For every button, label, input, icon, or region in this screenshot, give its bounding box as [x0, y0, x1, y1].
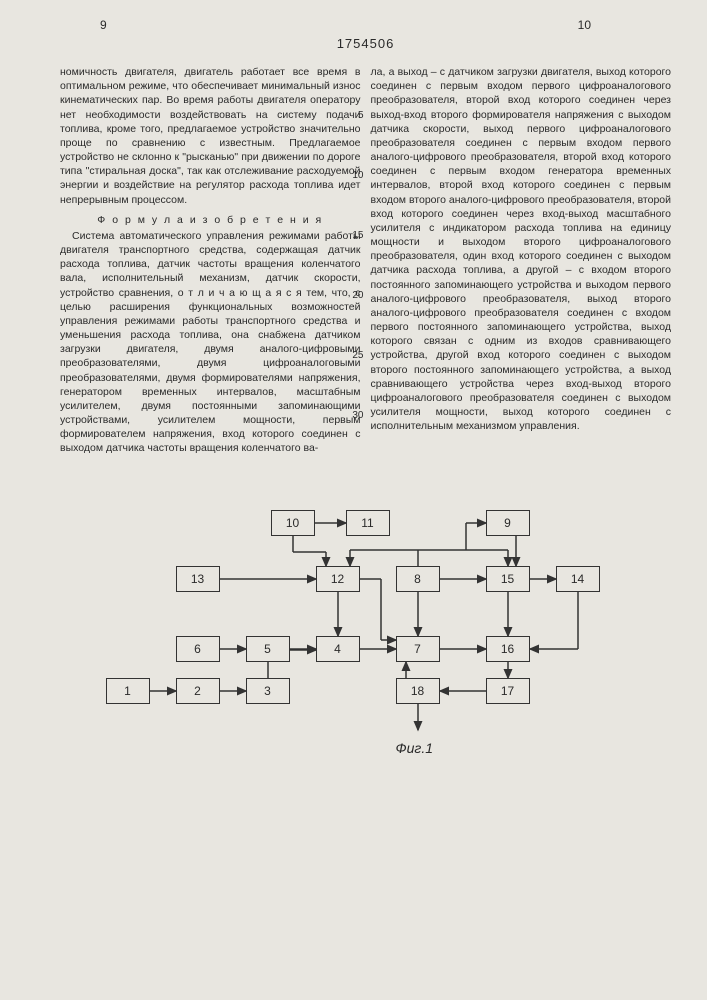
node-17: 17: [486, 678, 530, 704]
node-3: 3: [246, 678, 290, 704]
node-7-label: 7: [414, 642, 421, 656]
figure-label: Фиг.1: [396, 740, 434, 756]
column-left: 5 10 15 20 25 30 номичность двигателя, д…: [60, 65, 361, 456]
node-15: 15: [486, 566, 530, 592]
node-2: 2: [176, 678, 220, 704]
node-4: 4: [316, 636, 360, 662]
col1-para2: Система автоматического управления режим…: [60, 229, 361, 456]
line-no-5: 5: [358, 109, 364, 123]
line-no-10: 10: [352, 169, 363, 183]
node-4-label: 4: [334, 642, 341, 656]
text-columns: 5 10 15 20 25 30 номичность двигателя, д…: [60, 65, 671, 456]
node-11-label: 11: [361, 516, 373, 530]
node-13-label: 13: [191, 572, 204, 586]
node-13: 13: [176, 566, 220, 592]
node-5: 5: [246, 636, 290, 662]
node-5-label: 5: [264, 642, 271, 656]
col1-para1: номичность двигателя, двигатель работает…: [60, 65, 361, 207]
node-7: 7: [396, 636, 440, 662]
node-18: 18: [396, 678, 440, 704]
node-15-label: 15: [501, 572, 514, 586]
node-9-label: 9: [504, 516, 511, 530]
node-3-label: 3: [264, 684, 271, 698]
node-12: 12: [316, 566, 360, 592]
column-right: ла, а выход – с датчиком загрузки двигат…: [371, 65, 672, 456]
page-numbers: 9 10: [60, 18, 671, 32]
node-18-label: 18: [411, 684, 424, 698]
page-left: 9: [100, 18, 107, 32]
node-10-label: 10: [286, 516, 299, 530]
page-right: 10: [578, 18, 591, 32]
node-8-label: 8: [414, 572, 421, 586]
node-16: 16: [486, 636, 530, 662]
node-17-label: 17: [501, 684, 514, 698]
node-16-label: 16: [501, 642, 514, 656]
node-2-label: 2: [194, 684, 201, 698]
line-no-20: 20: [352, 289, 363, 303]
node-11: 11: [346, 510, 390, 536]
node-12-label: 12: [331, 572, 344, 586]
node-8: 8: [396, 566, 440, 592]
node-6-label: 6: [194, 642, 201, 656]
formula-heading: Ф о р м у л а и з о б р е т е н и я: [60, 213, 361, 227]
node-14: 14: [556, 566, 600, 592]
line-no-30: 30: [352, 409, 363, 423]
node-1: 1: [106, 678, 150, 704]
block-diagram: 1 2 3 4 5 6 7 8 9 10 11 12 13 14 15 16 1…: [96, 480, 636, 790]
node-1-label: 1: [124, 684, 131, 698]
node-9: 9: [486, 510, 530, 536]
node-14-label: 14: [571, 572, 584, 586]
col2-para1: ла, а выход – с датчиком загрузки двигат…: [371, 65, 672, 433]
node-10: 10: [271, 510, 315, 536]
line-no-15: 15: [352, 229, 363, 243]
node-6: 6: [176, 636, 220, 662]
line-no-25: 25: [352, 349, 363, 363]
patent-number: 1754506: [60, 36, 671, 51]
